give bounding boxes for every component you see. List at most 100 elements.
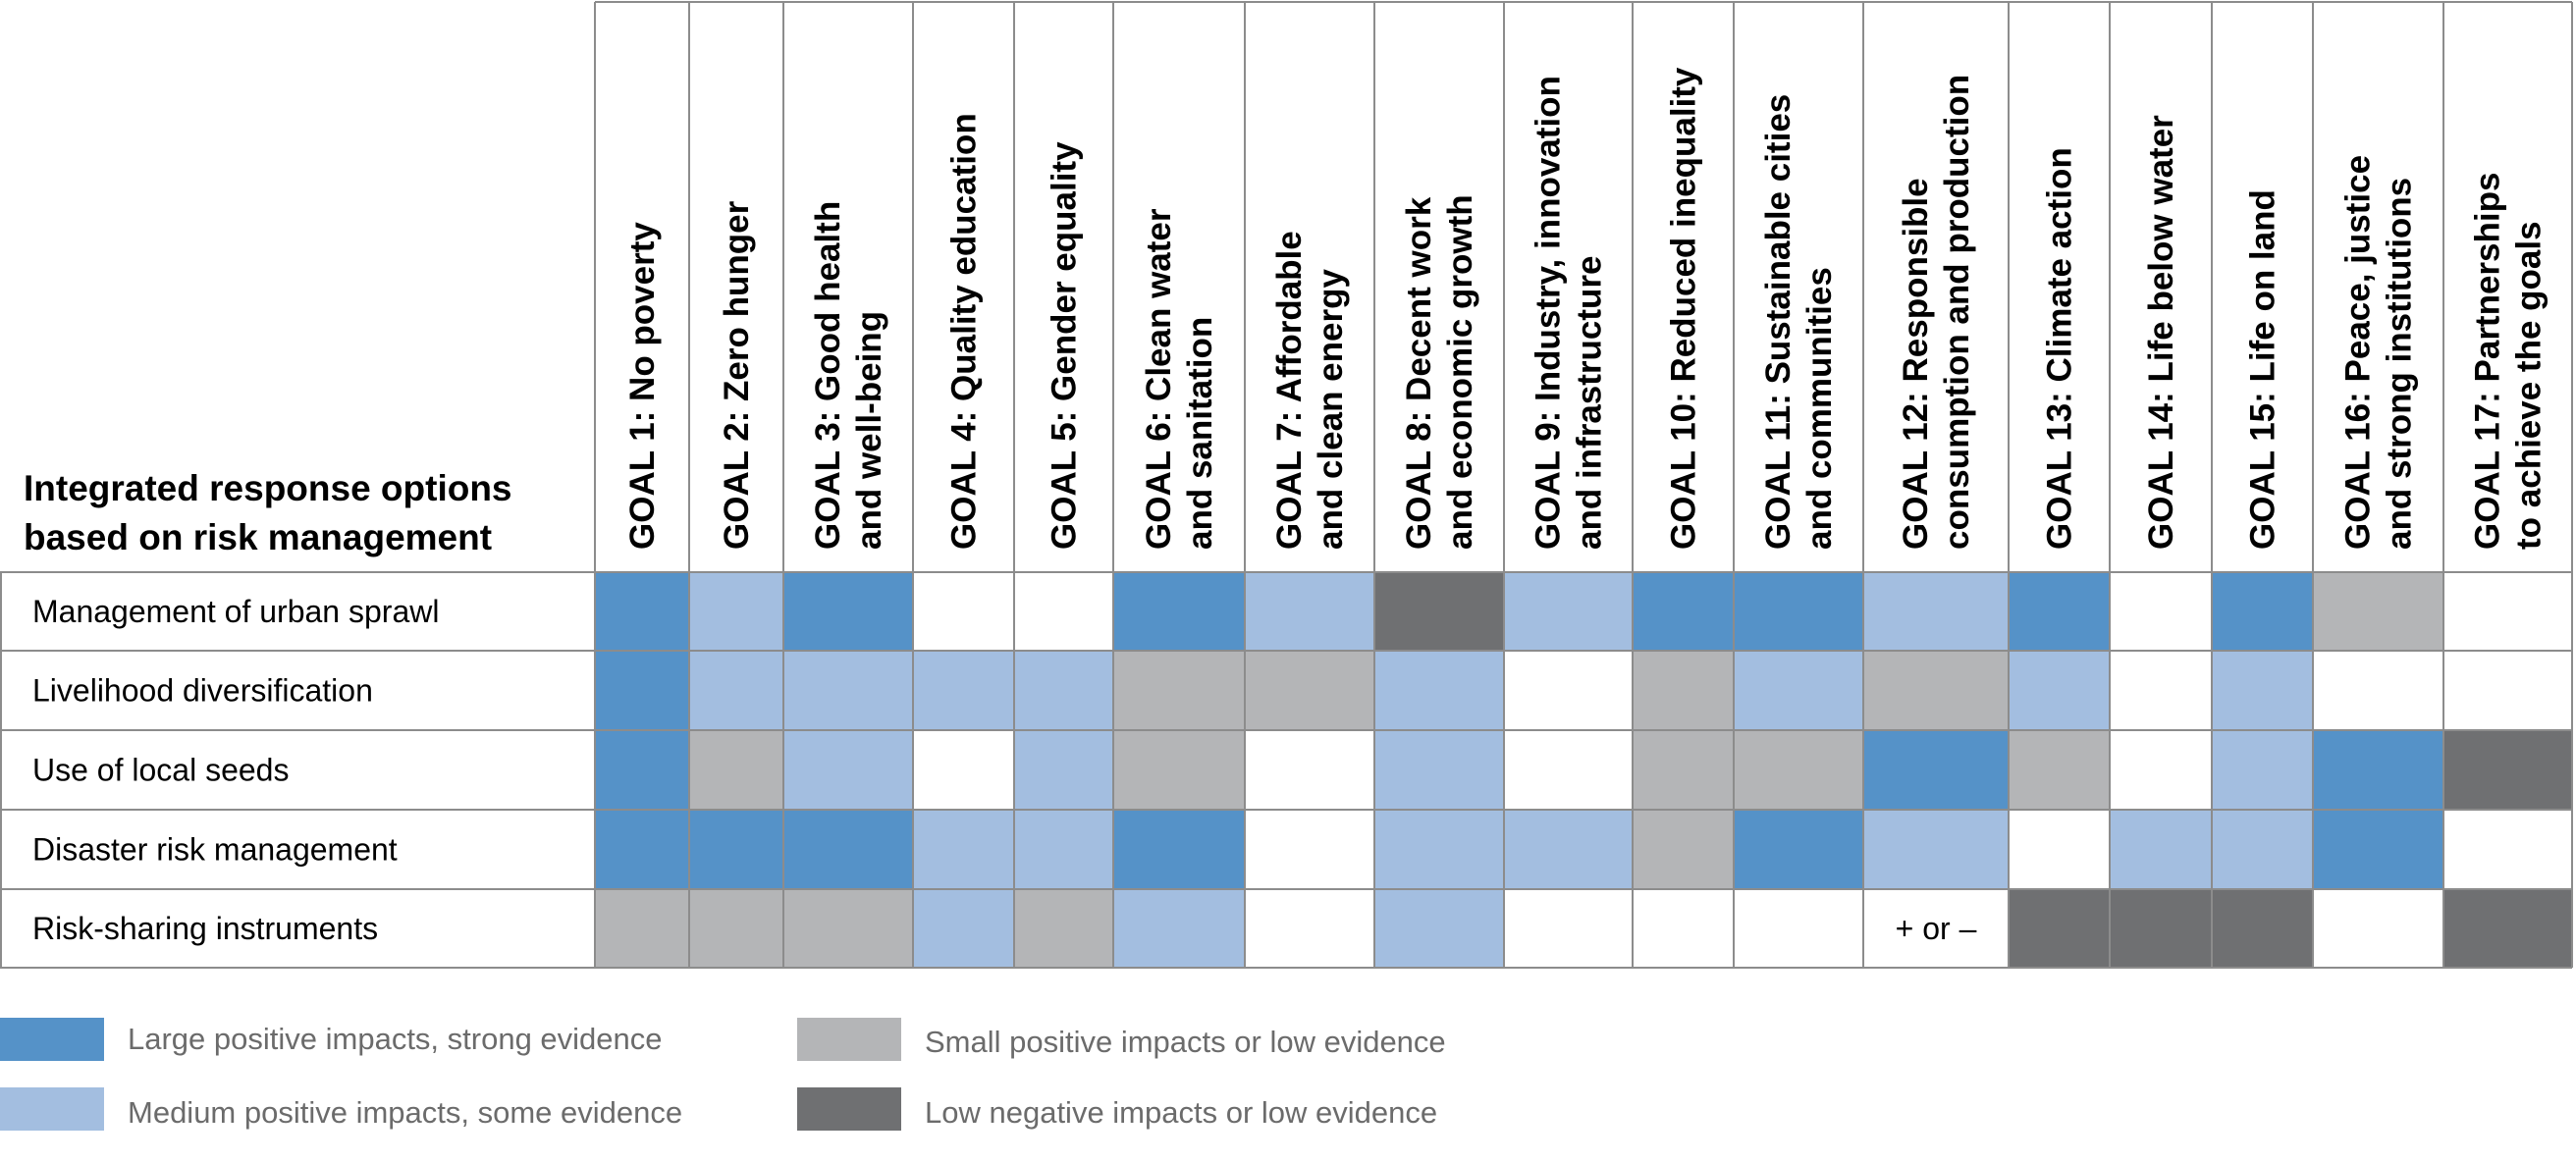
matrix-cell [2313,889,2443,968]
column-header-goal: GOAL 3: Good health [809,201,847,550]
column-header-goal: GOAL 6: Clean water [1140,208,1178,550]
matrix-cell [2443,572,2572,651]
matrix-cell [1633,810,1734,889]
matrix-cell [689,889,783,968]
column-header-goal: GOAL 13: Climate action [2041,147,2079,550]
matrix-cell [1113,810,1245,889]
legend-swatch [797,1018,901,1061]
matrix-cell [1014,651,1113,730]
column-header-goal: and infrastructure [1571,256,1609,551]
legend-swatch [797,1087,901,1131]
matrix-cell [2110,889,2212,968]
matrix-cell [783,572,913,651]
matrix-cell [689,730,783,810]
column-header-goal: and well-being [850,311,888,550]
matrix-cell [2313,810,2443,889]
matrix-cell [913,730,1014,810]
matrix-cell [2313,572,2443,651]
matrix-cell [1014,572,1113,651]
matrix-cell [913,810,1014,889]
row-label: Use of local seeds [32,753,289,788]
matrix-cell [1113,730,1245,810]
matrix-cell [1113,889,1245,968]
matrix-cell [1633,889,1734,968]
column-header-goal: GOAL 11: Sustainable cities [1759,94,1798,550]
matrix-cell [2110,810,2212,889]
matrix-cell [1245,651,1374,730]
matrix-cell [1863,730,2009,810]
corner-title-line: based on risk management [24,517,492,557]
matrix-cell [2313,730,2443,810]
matrix-cell [1633,572,1734,651]
legend-swatch [0,1087,104,1131]
matrix-cell [783,730,913,810]
matrix-cell [1504,889,1633,968]
matrix-cell [2443,889,2572,968]
matrix-cell [1113,572,1245,651]
matrix-cell [2443,730,2572,810]
legend-label: Medium positive impacts, some evidence [128,1095,682,1130]
matrix-cell [1734,810,1863,889]
matrix-cell [2009,572,2110,651]
matrix-cell [1014,810,1113,889]
matrix-cell [1014,889,1113,968]
row-label: Risk-sharing instruments [32,911,378,946]
column-header-goal: GOAL 17: Partnerships [2469,173,2507,550]
matrix-cell [913,651,1014,730]
column-header-goal: and communities [1800,267,1839,550]
matrix-cell [1374,730,1504,810]
column-header-goal: GOAL 5: Gender equality [1046,141,1084,550]
matrix-cell [2443,651,2572,730]
matrix-cell [1113,651,1245,730]
column-header-goal: GOAL 14: Life below water [2142,115,2180,550]
matrix-cell [2009,651,2110,730]
matrix-cell [913,572,1014,651]
legend-label: Large positive impacts, strong evidence [128,1022,663,1056]
matrix-cell [2313,651,2443,730]
matrix-cell [1734,889,1863,968]
column-header-goal: GOAL 16: Peace, justice [2339,155,2378,550]
matrix-cell [689,651,783,730]
matrix-cell [595,651,689,730]
matrix-cell [595,572,689,651]
matrix-cell [689,810,783,889]
matrix-cell [2212,572,2313,651]
matrix-cell [2212,651,2313,730]
matrix-cell [2110,730,2212,810]
matrix-cell [1863,810,2009,889]
matrix-cell [913,889,1014,968]
matrix-cell [2212,730,2313,810]
column-header-goal: GOAL 7: Affordable [1270,231,1309,550]
matrix-cell [2443,810,2572,889]
matrix-cell [595,810,689,889]
column-header-goal: and strong institutions [2381,178,2419,550]
matrix-cell [1863,651,2009,730]
matrix-cell [1734,651,1863,730]
matrix-cell [1863,572,2009,651]
matrix-cell [1504,810,1633,889]
matrix-cell [2009,730,2110,810]
matrix-cell [1245,572,1374,651]
column-header-goal: to achieve the goals [2510,221,2549,550]
matrix-cell [595,730,689,810]
matrix-cell [2009,889,2110,968]
column-header-goal: and economic growth [1441,194,1479,550]
matrix-cell [783,810,913,889]
matrix-cell [1863,889,2009,968]
matrix-cell [2110,572,2212,651]
column-header-goal: consumption and production [1938,75,1976,550]
column-header-goal: and clean energy [1312,269,1350,550]
legend-swatch [0,1018,104,1061]
matrix-cell [689,572,783,651]
matrix-cell [1504,572,1633,651]
matrix-cell [1504,651,1633,730]
matrix-cell [1374,810,1504,889]
column-header-goal: GOAL 9: Industry, innovation [1530,76,1568,550]
column-header-goal: GOAL 8: Decent work [1400,196,1438,550]
row-label: Management of urban sprawl [32,594,439,629]
matrix-cell [2212,810,2313,889]
row-label: Livelihood diversification [32,673,373,709]
column-header-goal: and sanitation [1181,317,1219,550]
matrix-cell [1245,730,1374,810]
